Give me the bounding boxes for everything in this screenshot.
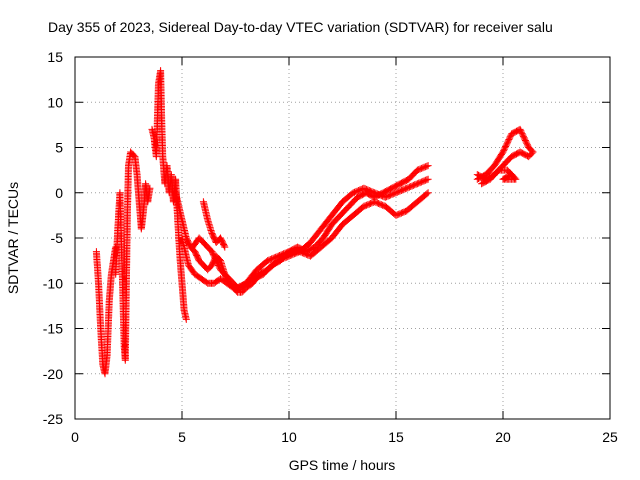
series-track	[199, 198, 229, 251]
data-point	[506, 171, 514, 179]
chart-title: Day 355 of 2023, Sidereal Day-to-day VTE…	[48, 19, 553, 35]
x-tick-label: 20	[495, 429, 511, 445]
series-track	[112, 148, 154, 364]
y-tick-label: -5	[51, 230, 64, 246]
x-tick-label: 15	[388, 429, 404, 445]
y-tick-label: 0	[55, 185, 63, 201]
y-axis-label: SDTVAR / TECUs	[5, 182, 21, 294]
series-track	[473, 148, 537, 183]
x-axis-label: GPS time / hours	[289, 457, 396, 473]
data-point	[423, 190, 431, 198]
series-track	[178, 162, 432, 292]
y-tick-label: 10	[47, 94, 63, 110]
data-point	[529, 148, 537, 156]
x-tick-label: 5	[178, 429, 186, 445]
y-tick-label: -10	[43, 275, 63, 291]
data-point	[423, 162, 431, 170]
tick-labels: 0 5 10 15 20 25 -25 -20 -15 -10 -5 0 5 10 15	[43, 49, 618, 445]
y-tick-label: 15	[47, 49, 63, 65]
y-tick-label: -25	[43, 411, 63, 427]
series-track	[478, 166, 520, 188]
y-tick-label: 5	[55, 140, 63, 156]
data-points	[92, 67, 537, 378]
series-track	[189, 175, 432, 292]
data-point	[221, 243, 229, 251]
plot-frame	[74, 56, 611, 420]
data-point	[182, 315, 190, 323]
series-track	[92, 243, 120, 378]
data-point	[508, 171, 516, 179]
data-point	[146, 184, 154, 192]
data-point	[220, 242, 228, 250]
x-tick-label: 0	[71, 429, 79, 445]
data-point	[528, 149, 536, 157]
series-track	[148, 67, 190, 323]
data-point	[424, 162, 432, 170]
y-tick-label: -20	[43, 366, 63, 382]
data-point	[424, 189, 432, 197]
x-tick-label: 10	[281, 429, 297, 445]
x-tick-label: 25	[602, 429, 618, 445]
data-point	[424, 175, 432, 183]
y-tick-label: -15	[43, 321, 63, 337]
